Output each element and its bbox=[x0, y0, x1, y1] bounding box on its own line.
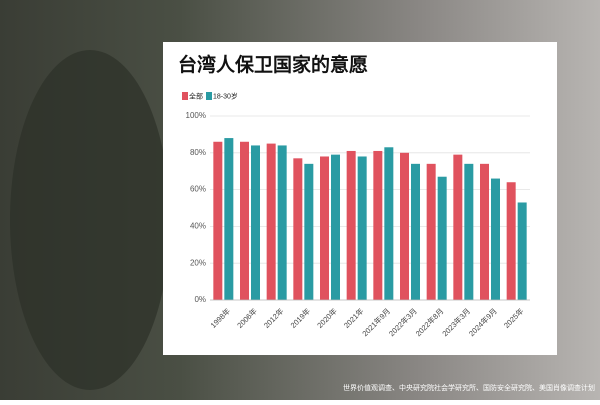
chart-title: 台湾人保卫国家的意愿 bbox=[178, 53, 368, 76]
soldier-silhouette bbox=[10, 50, 170, 390]
y-tick-label: 0% bbox=[194, 295, 206, 304]
y-tick-label: 20% bbox=[190, 258, 206, 267]
y-tick-label: 40% bbox=[190, 222, 206, 231]
y-tick-label: 80% bbox=[190, 148, 206, 157]
bar bbox=[480, 163, 489, 300]
bar bbox=[411, 163, 420, 300]
bar bbox=[464, 163, 474, 300]
bar bbox=[373, 150, 383, 300]
bar bbox=[491, 178, 500, 300]
bar bbox=[251, 145, 260, 300]
bar bbox=[384, 147, 394, 300]
legend-swatch bbox=[182, 92, 188, 100]
y-tick-label: 60% bbox=[190, 185, 206, 194]
legend-label: 全部 bbox=[189, 91, 203, 100]
bar bbox=[277, 145, 287, 300]
bar bbox=[266, 143, 276, 300]
bar bbox=[426, 163, 436, 300]
bar bbox=[357, 156, 367, 300]
y-tick-label: 100% bbox=[186, 111, 206, 120]
bar bbox=[400, 152, 409, 300]
bar bbox=[453, 154, 463, 300]
source-note: 世界价值观调查、中央研究院社会学研究所、国防安全研究院、美国肖像调查计划 bbox=[343, 383, 595, 392]
bar bbox=[320, 156, 329, 300]
bar bbox=[293, 158, 303, 300]
bar bbox=[331, 154, 340, 300]
bar bbox=[517, 202, 527, 300]
bar bbox=[346, 150, 356, 300]
bar bbox=[240, 141, 249, 300]
bar bbox=[506, 182, 516, 300]
legend-swatch bbox=[206, 92, 212, 100]
legend-label: 18-30岁 bbox=[213, 91, 238, 100]
bar bbox=[437, 176, 447, 300]
bar bbox=[304, 163, 314, 300]
bar bbox=[213, 141, 223, 300]
bar bbox=[224, 138, 234, 300]
